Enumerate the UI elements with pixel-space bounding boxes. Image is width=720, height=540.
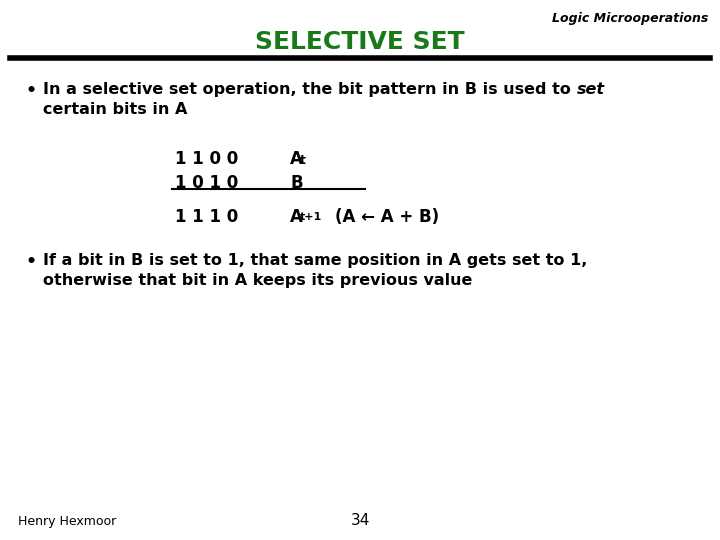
Text: otherwise that bit in A keeps its previous value: otherwise that bit in A keeps its previo… [43,273,472,288]
Text: 1 0 1 0: 1 0 1 0 [175,174,238,192]
Text: 1 1 0 0: 1 1 0 0 [175,150,238,168]
Text: In a selective set operation, the bit pattern in B is used to: In a selective set operation, the bit pa… [43,82,577,97]
Text: 1 1 1 0: 1 1 1 0 [175,208,238,226]
Text: A: A [290,208,303,226]
Text: B: B [290,174,302,192]
Text: (A ← A + B): (A ← A + B) [335,208,439,226]
Text: t+1: t+1 [300,212,323,222]
Text: certain bits in A: certain bits in A [43,102,187,117]
Text: SELECTIVE SET: SELECTIVE SET [255,30,465,54]
Text: A: A [290,150,303,168]
Text: If a bit in B is set to 1, that same position in A gets set to 1,: If a bit in B is set to 1, that same pos… [43,253,588,268]
Text: t: t [300,154,306,167]
Text: Logic Microoperations: Logic Microoperations [552,12,708,25]
Text: •: • [25,253,36,271]
Text: Henry Hexmoor: Henry Hexmoor [18,515,116,528]
Text: set: set [577,82,605,97]
Text: 34: 34 [351,513,369,528]
Text: •: • [25,82,36,100]
